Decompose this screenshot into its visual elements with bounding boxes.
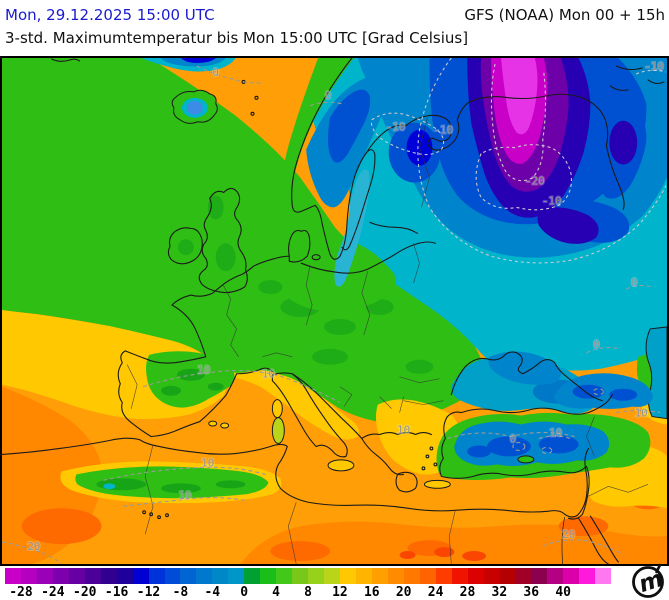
isotherm-label: -10 [644, 60, 664, 73]
scale-cell [547, 568, 564, 584]
scale-cell [20, 568, 37, 584]
cold-blue-regions [306, 58, 667, 258]
scale-cell [595, 568, 612, 584]
scale-tick-label: 0 [240, 585, 249, 600]
isotherm-label: 20 [562, 528, 575, 541]
isotherm-label: 0 [325, 89, 332, 102]
isotherm-labels: 0 0 -10 -10 -10 -20 -10 10 10 10 10 20 10 0 0 0 10 10 20 [26, 59, 665, 554]
scale-cell [563, 568, 580, 584]
scale-cell [260, 568, 277, 584]
isotherm-label: 0 [212, 66, 219, 79]
isotherm-label: -20 [525, 174, 545, 187]
scale-cell [515, 568, 532, 584]
isotherm-label: -10 [542, 194, 562, 207]
country-borders [144, 243, 649, 564]
scale-tick-label: -24 [41, 585, 65, 600]
isotherm-label: 0 [631, 276, 638, 289]
scale-tick-label: -4 [204, 585, 221, 600]
color-scale-tick-labels: -28 -24 -20 -16 -12 -8 -4 0 4 8 12 16 20 24 28 32 36 40 [5, 585, 611, 600]
scale-tick-label: 20 [395, 585, 412, 600]
scale-tick-label: 28 [459, 585, 476, 600]
map-subtitle: 3-std. Maximumtemperatur bis Mon 15:00 U… [5, 29, 469, 47]
scale-cell [132, 568, 149, 584]
scale-cell [451, 568, 468, 584]
scale-cell [483, 568, 500, 584]
scale-cell [387, 568, 404, 584]
isotherm-label: -10 [433, 124, 453, 137]
temperature-map-svg: 0 0 -10 -10 -10 -20 -10 10 10 10 10 20 10 0 0 0 10 10 20 [2, 58, 667, 564]
isotherm-label: 10 [178, 489, 191, 502]
isotherm-label: -10 [386, 121, 406, 134]
isotherm-label: 10 [262, 368, 275, 381]
scale-tick-label: -20 [72, 585, 97, 600]
isotherm-label: 10 [197, 364, 210, 377]
scale-cell [228, 568, 245, 584]
scale-tick-label: 4 [272, 585, 281, 600]
provider-logo: m [632, 563, 667, 598]
scale-cell [180, 568, 197, 584]
scale-cell [419, 568, 436, 584]
scale-tick-label: 36 [523, 585, 540, 600]
scale-cell [276, 568, 293, 584]
scale-cell [403, 568, 420, 584]
scale-cell [116, 568, 133, 584]
scale-tick-label: 16 [363, 585, 380, 600]
scale-cell [148, 568, 165, 584]
anatolia-caucasus-cold [436, 351, 654, 480]
isotherm-label: 10 [201, 456, 214, 469]
scale-tick-label: 24 [427, 585, 444, 600]
iceland [171, 89, 218, 124]
isotherm-label: 10 [397, 424, 410, 437]
scale-cell [100, 568, 117, 584]
isotherm-label: 0 [593, 338, 600, 351]
scale-cell [340, 568, 356, 584]
isotherm-label: 10 [635, 407, 648, 420]
isotherm-label: 20 [27, 540, 40, 553]
scale-tick-label: -16 [104, 585, 129, 600]
scale-tick-label: -12 [136, 585, 161, 600]
scale-tick-label: 32 [491, 585, 508, 600]
scale-cell [435, 568, 452, 584]
scale-cell [308, 568, 325, 584]
scale-tick-label: -8 [172, 585, 189, 600]
scale-cell [84, 568, 101, 584]
scale-cell [579, 568, 596, 584]
scale-cell [292, 568, 309, 584]
scale-cell [196, 568, 213, 584]
scale-tick-label: 8 [304, 585, 312, 600]
scale-cell [499, 568, 516, 584]
scale-cell [36, 568, 53, 584]
scale-cell [531, 568, 548, 584]
isotherm-label: 10 [549, 426, 562, 439]
scale-cell [355, 568, 372, 584]
scale-cell [68, 568, 85, 584]
scale-tick-label: -28 [9, 585, 33, 600]
scale-cell [244, 568, 261, 584]
isotherm-contours [2, 58, 667, 564]
scale-tick-label: 40 [555, 585, 571, 600]
scale-tick-label: 12 [332, 585, 348, 600]
scale-cell [324, 568, 341, 584]
temperature-color-scale [5, 568, 612, 584]
scale-cell [52, 568, 69, 584]
scale-cell [5, 568, 21, 584]
model-run-label: GFS (NOAA) Mon 00 + 15h [464, 6, 665, 24]
islands [208, 399, 535, 489]
scale-cell [212, 568, 229, 584]
temperature-map: 0 0 -10 -10 -10 -20 -10 10 10 10 10 20 10 0 0 0 10 10 20 [0, 56, 669, 566]
scale-cell [164, 568, 181, 584]
coastlines [2, 58, 665, 564]
map-datetime: Mon, 29.12.2025 15:00 UTC [5, 6, 215, 24]
isotherm-label: 0 [510, 432, 517, 445]
scale-cell [371, 568, 388, 584]
scale-cell [467, 568, 484, 584]
